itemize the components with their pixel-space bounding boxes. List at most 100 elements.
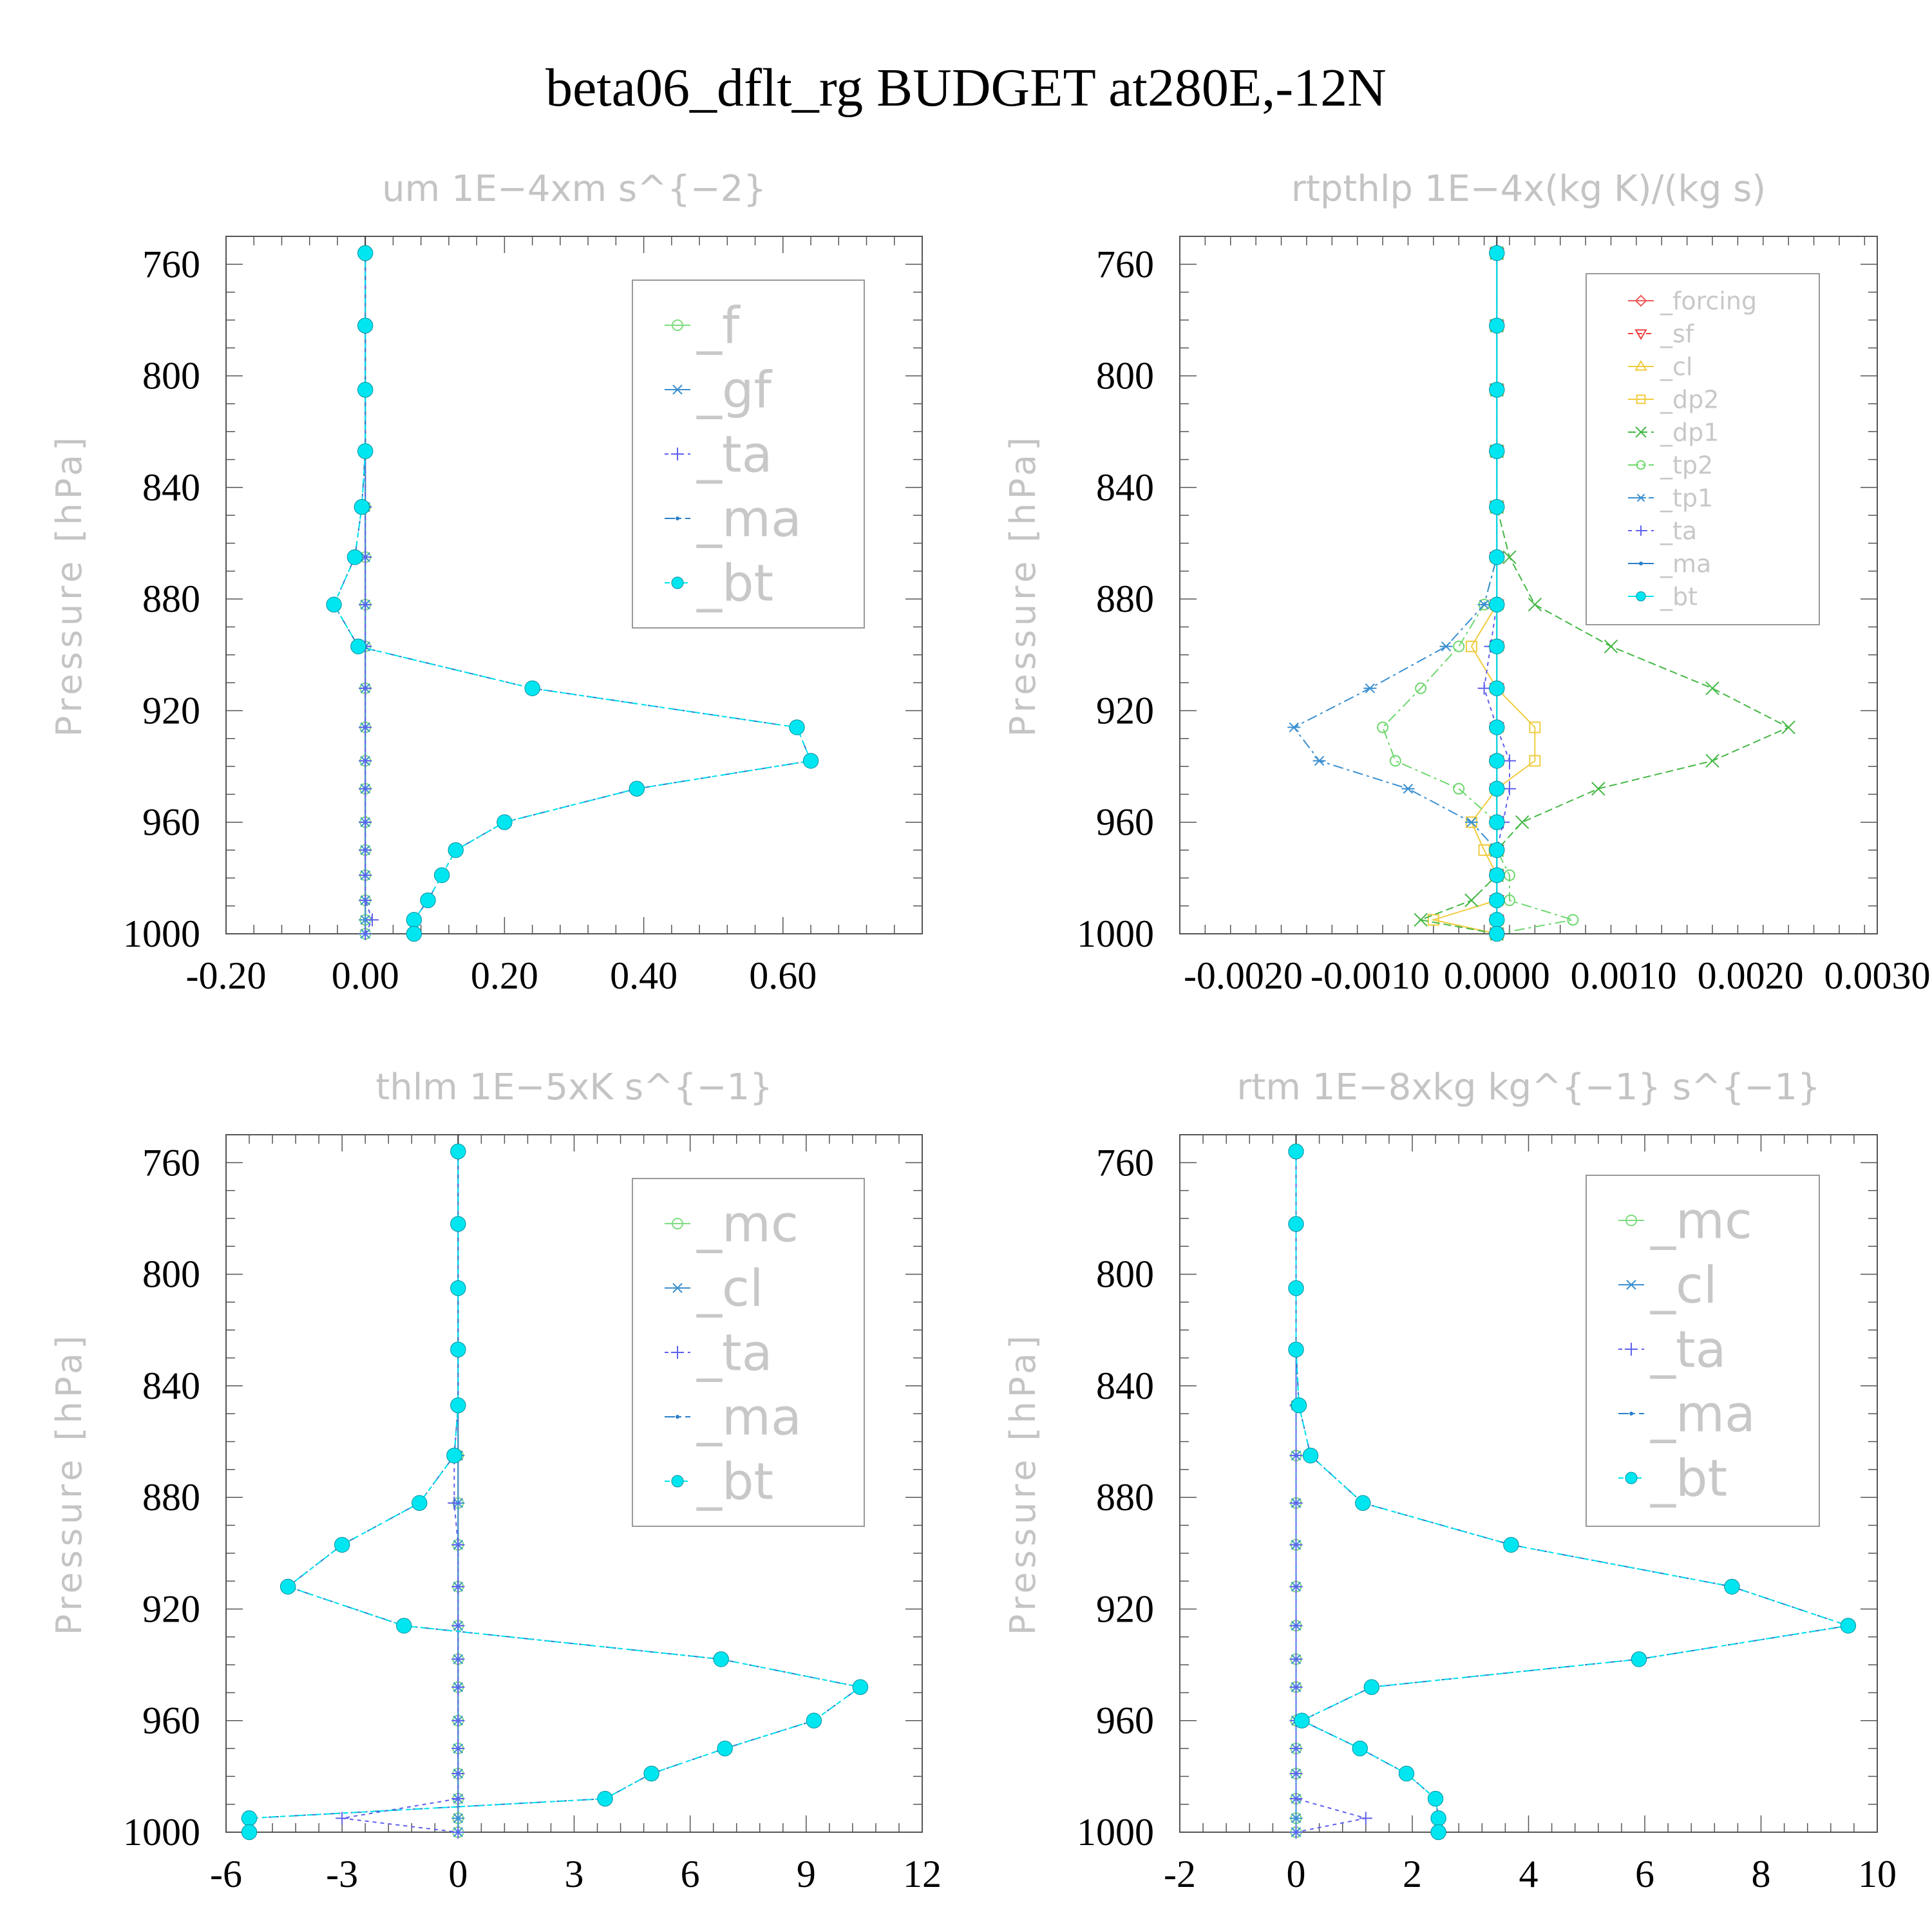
series-marker	[396, 1618, 412, 1634]
plot-frame	[1179, 1134, 1878, 1833]
legend-label: _cl	[696, 1260, 764, 1318]
series-marker	[359, 815, 372, 829]
series-marker	[1291, 1397, 1307, 1414]
x-tick-label: 6	[1635, 1853, 1654, 1895]
series-marker	[1705, 753, 1719, 768]
legend-label: _tp2	[1660, 451, 1713, 479]
series-marker	[806, 1712, 822, 1728]
series-marker	[676, 516, 679, 520]
series-marker	[1289, 1449, 1303, 1463]
series-bt	[326, 245, 819, 942]
x-tick-label: 0.20	[471, 954, 538, 997]
series-marker	[359, 681, 372, 695]
y-tick-label: 920	[142, 689, 200, 732]
series-bt	[241, 1143, 869, 1841]
legend-label: _dp2	[1660, 385, 1719, 413]
series-marker	[852, 1679, 869, 1695]
series-marker	[1401, 784, 1415, 794]
series-marker	[450, 1143, 466, 1160]
y-tick-label: 920	[142, 1587, 200, 1630]
series-marker	[359, 869, 372, 882]
legend-label: _tp1	[1660, 484, 1713, 512]
y-tick-label: 760	[1096, 243, 1154, 285]
chart-panel-3: thlm 1E−5xK s^{−1} Pressure [hPa] 760 800 84…	[49, 1066, 942, 1895]
legend-label: _bt	[1660, 582, 1698, 611]
series-marker	[524, 680, 540, 696]
series-marker	[1639, 562, 1643, 565]
legend-label: _cl	[1660, 352, 1692, 381]
plot-frame	[225, 236, 923, 934]
legend: _f _gf _ta _ma _bt	[632, 279, 865, 629]
series-marker	[802, 753, 819, 769]
legend-box	[632, 279, 865, 629]
series-marker	[451, 1619, 465, 1633]
legend-label: _gf	[696, 361, 773, 419]
series-marker	[451, 1767, 465, 1781]
series-marker	[1636, 526, 1646, 536]
legend-label: _cl	[1650, 1256, 1718, 1314]
series-marker	[448, 842, 464, 858]
series-ta	[336, 1144, 465, 1839]
series-line	[1430, 252, 1536, 934]
y-tick-label: 1000	[1077, 1811, 1154, 1853]
y-axis-label: Pressure [hPa]	[49, 433, 90, 737]
series-line	[1293, 252, 1498, 934]
series-marker	[497, 814, 513, 830]
panel-title: thlm 1E−5xK s^{−1}	[375, 1066, 773, 1108]
legend-label: _ta	[696, 426, 772, 484]
series-marker	[1625, 1472, 1638, 1484]
series-marker	[412, 1495, 428, 1511]
series-marker	[643, 1765, 659, 1782]
series-marker	[451, 1792, 465, 1806]
legend-label: _ma	[696, 490, 802, 548]
series-bt	[1288, 1143, 1857, 1841]
series-bt	[1489, 245, 1505, 942]
legend-label: _dp1	[1660, 418, 1719, 446]
x-tick-label: 0.60	[749, 954, 817, 997]
y-tick-label: 800	[142, 1253, 200, 1296]
x-tick-label: -0.0020	[1184, 954, 1303, 997]
series-marker	[336, 1812, 349, 1825]
legend-label: _sf	[1660, 319, 1695, 348]
series-marker	[451, 1813, 465, 1824]
legend-label: _forcing	[1660, 287, 1757, 315]
x-tick-label: 0	[448, 1853, 468, 1895]
y-tick-label: 800	[1096, 355, 1154, 397]
y-tick-label: 880	[142, 578, 200, 620]
legend: _forcing _sf _cl _dp2 _dp1 _tp2 _tp1 _ta _ma _bt	[1586, 273, 1820, 625]
y-tick-label: 1000	[123, 1811, 200, 1853]
x-tick-label: 12	[903, 1853, 942, 1895]
x-tick-label: -0.0010	[1311, 954, 1430, 997]
x-tick-label: 0.40	[610, 954, 677, 997]
legend-label: _bt	[696, 1453, 773, 1511]
series-marker	[1489, 680, 1505, 696]
x-tick-label: -6	[210, 1853, 242, 1895]
series-marker	[350, 638, 366, 655]
series-marker	[671, 576, 684, 589]
y-tick-label: 960	[1096, 1700, 1154, 1742]
series-marker	[359, 844, 372, 857]
series-marker	[1724, 1578, 1740, 1595]
series-marker	[671, 448, 684, 460]
y-tick-label: 840	[142, 1365, 200, 1407]
series-marker	[1287, 722, 1301, 733]
series-marker	[1289, 1813, 1303, 1824]
series-marker	[357, 443, 374, 459]
legend-label: _mc	[696, 1195, 799, 1253]
series-marker	[1636, 493, 1646, 502]
series-marker	[1398, 1765, 1415, 1782]
x-tick-label: 0	[1287, 1853, 1306, 1895]
panel-title: rtpthlp 1E−4x(kg K)/(kg s)	[1291, 168, 1766, 210]
series-marker	[451, 1714, 465, 1727]
series-marker	[1289, 1538, 1303, 1551]
series-marker	[354, 499, 370, 515]
y-tick-label: 840	[1096, 1365, 1154, 1407]
series-marker	[1489, 753, 1505, 769]
y-tick-label: 1000	[123, 913, 200, 955]
series-marker	[597, 1790, 613, 1807]
series-marker	[1636, 591, 1646, 601]
series-marker	[1489, 867, 1505, 884]
panel-title: um 1E−4xm s^{−2}	[382, 168, 766, 210]
x-tick-label: 0.00	[332, 954, 399, 997]
x-tick-label: 8	[1752, 1853, 1771, 1895]
